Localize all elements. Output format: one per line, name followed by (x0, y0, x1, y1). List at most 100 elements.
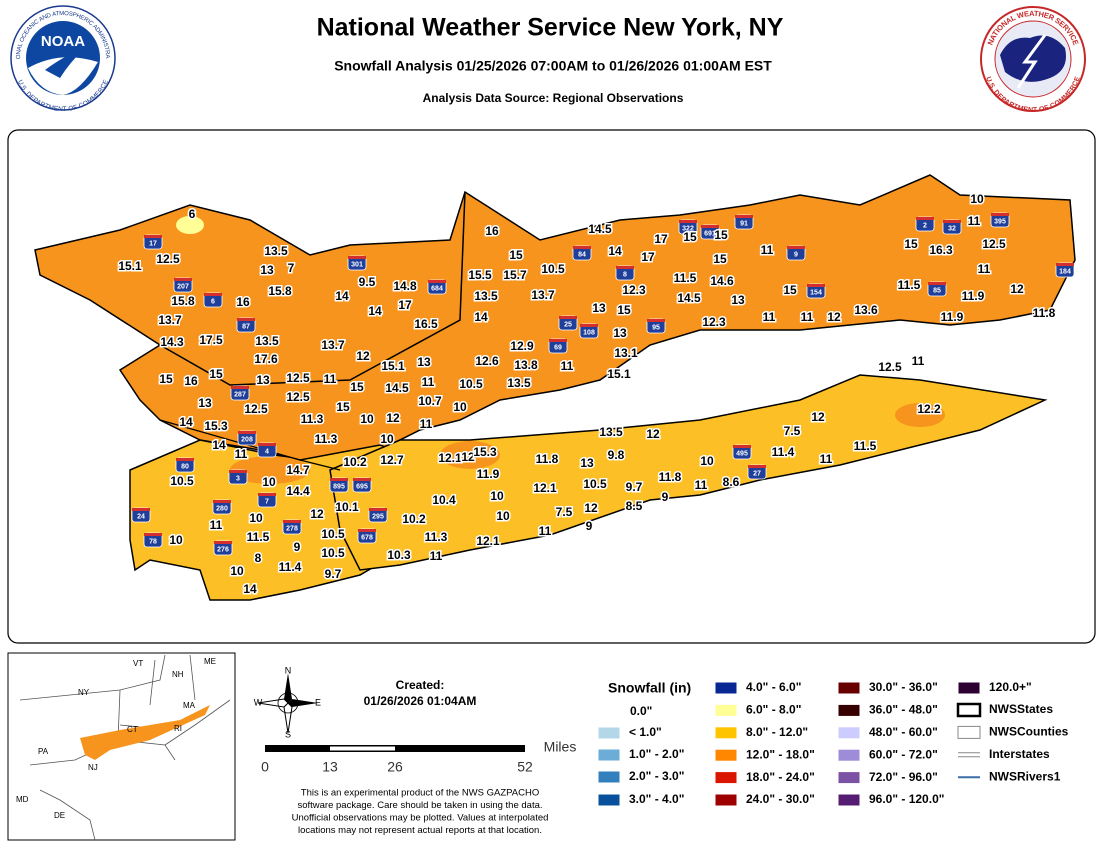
snowfall-observation: 12.1 (438, 451, 462, 465)
snow-band (895, 403, 945, 427)
highway-number: 3 (236, 475, 240, 482)
snowfall-observation: 12.5 (982, 237, 1006, 251)
legend-label: 0.0" (630, 704, 652, 718)
legend-label: 12.0" - 18.0" (746, 747, 815, 761)
highway-number: 184 (1059, 268, 1071, 275)
snowfall-observation: 15.3 (473, 445, 497, 459)
legend-swatch (714, 681, 738, 695)
snowfall-observation: 13.5 (507, 376, 531, 390)
snowfall-observation: 10.5 (170, 474, 194, 488)
snowfall-observation: 9.8 (608, 448, 625, 462)
inset-state-label: ME (204, 657, 216, 666)
highway-number: 9 (794, 251, 798, 258)
snowfall-observation: 12 (310, 507, 324, 521)
snowfall-observation: 10 (496, 509, 510, 523)
highway-shield-top (237, 318, 255, 321)
highway-shield-top (330, 478, 348, 481)
snowfall-observation: 8 (255, 551, 262, 565)
legend-label: 2.0" - 3.0" (629, 769, 684, 783)
highway-shield-top (580, 324, 598, 327)
snowfall-observation: 15.8 (268, 284, 292, 298)
snowfall-observation: 15.5 (468, 268, 492, 282)
snowfall-observation: 17 (641, 250, 655, 264)
highway-number: 301 (351, 261, 363, 268)
snowfall-observation: 12.5 (244, 402, 268, 416)
inset-state-label: VT (133, 659, 143, 668)
snowfall-observation: 17.5 (199, 333, 223, 347)
highway-shield-top (916, 217, 934, 220)
snowfall-observation: 12 (827, 310, 841, 324)
highway-number: 95 (652, 324, 660, 331)
snowfall-observation: 11 (801, 310, 814, 324)
highway-shield-top (132, 508, 150, 511)
highway-shield-top (213, 500, 231, 503)
highway-shield-top (231, 386, 249, 389)
snowfall-observation: 11 (968, 214, 981, 228)
highway-number: 684 (431, 285, 443, 292)
legend-swatch (714, 703, 738, 717)
snowfall-observation: 12.5 (878, 360, 902, 374)
snowfall-observation: 17 (398, 298, 412, 312)
region-long-island (329, 374, 1048, 571)
snowfall-observation: 15 (783, 283, 797, 297)
highway-number: 7 (265, 498, 269, 505)
scale-bar (265, 745, 525, 752)
snowfall-observation: 13.5 (264, 244, 288, 258)
legend-swatch (957, 725, 981, 739)
legend-swatch (714, 748, 738, 762)
land (34, 174, 1076, 601)
legend-label: 72.0" - 96.0" (869, 770, 938, 784)
inset-state-label: DE (54, 811, 65, 820)
snowfall-observation: 12 (356, 349, 370, 363)
snowfall-observation: 11.5 (674, 271, 697, 285)
legend-label: 3.0" - 4.0" (629, 792, 684, 806)
legend-swatch (597, 726, 621, 740)
snowfall-observation: 11.5 (854, 439, 877, 453)
snowfall-observation: 14.5 (385, 381, 409, 395)
snowfall-observation: 14 (474, 310, 488, 324)
highway-shield-top (428, 280, 446, 283)
legend-swatch (837, 681, 861, 695)
snowfall-observation: 9.5 (359, 275, 376, 289)
snowfall-observation: 10.5 (321, 527, 345, 541)
snowfall-observation: 7.5 (556, 505, 573, 519)
highway-shield-top (787, 246, 805, 249)
snowfall-observation: 11 (324, 372, 337, 386)
snowfall-observation: 11.8 (536, 452, 559, 466)
highway-number: 895 (333, 483, 345, 490)
snowfall-observation: 13.5 (599, 425, 623, 439)
snowfall-observation: 12.1 (533, 481, 557, 495)
compass-label: E (315, 697, 321, 707)
snowfall-observation: 12.5 (286, 371, 310, 385)
disclaimer-line: This is an experimental product of the N… (301, 788, 539, 799)
highway-shield-top (176, 458, 194, 461)
snowfall-observation: 13 (417, 355, 431, 369)
highway-number: 84 (578, 251, 586, 258)
legend-swatch (837, 771, 861, 785)
highway-number: 495 (736, 450, 748, 457)
highway-shield-top (573, 246, 591, 249)
highway-number: 678 (361, 534, 373, 541)
snowfall-observation: 11.5 (898, 278, 921, 292)
snowfall-observation: 12.2 (917, 402, 941, 416)
snowfall-observation: 11.9 (962, 289, 985, 303)
snowfall-observation: 10.3 (387, 548, 411, 562)
snowfall-observation: 11 (561, 359, 574, 373)
highway-shield-top (204, 293, 222, 296)
snowfall-observation: 10 (970, 192, 984, 206)
snowfall-observation: 16.3 (929, 243, 953, 257)
highway-number: 85 (933, 287, 941, 294)
snowfall-observation: 12.5 (156, 252, 180, 266)
snowfall-observation: 11 (420, 417, 433, 431)
legend-swatch (837, 793, 861, 807)
legend-swatch (837, 703, 861, 717)
snowfall-observation: 16.5 (414, 317, 438, 331)
compass (257, 673, 318, 734)
snowfall-observation: 15.3 (204, 419, 228, 433)
snowfall-observation: 11.8 (1033, 306, 1056, 320)
scale-tick-label: 0 (261, 759, 269, 775)
legend-label: < 1.0" (629, 725, 662, 739)
snowfall-observation: 14 (335, 289, 349, 303)
snowfall-observation: 12.3 (622, 283, 646, 297)
snowfall-observation: 13 (592, 301, 606, 315)
